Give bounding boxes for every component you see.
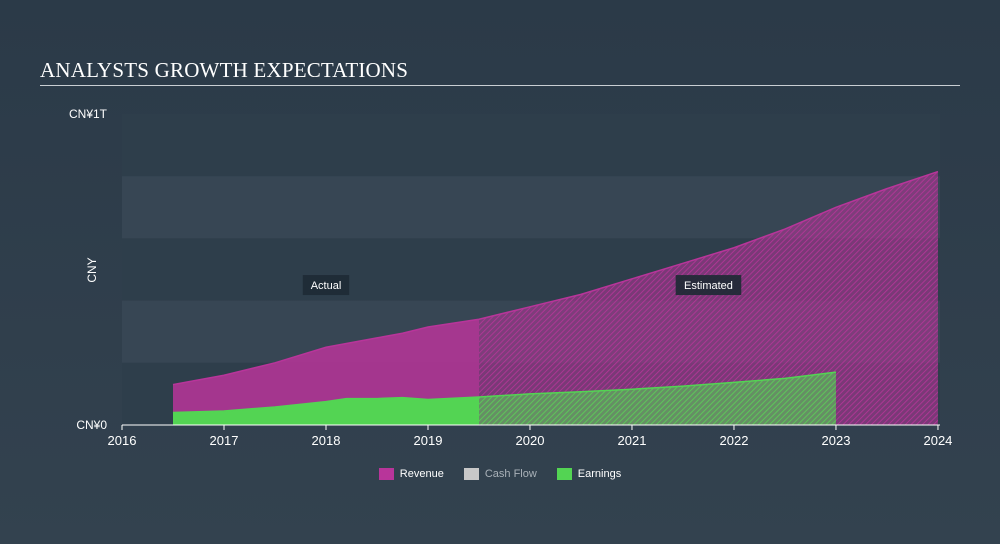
x-tick-label: 2021 — [618, 433, 647, 448]
legend-label-earnings: Earnings — [577, 468, 622, 480]
x-tick-label: 2019 — [414, 433, 443, 448]
x-tick-label: 2016 — [108, 433, 137, 448]
x-tick-label: 2022 — [720, 433, 749, 448]
legend-item-earnings[interactable]: Earnings — [556, 468, 622, 480]
legend-swatch-earnings — [556, 468, 572, 480]
annotation-label: Estimated — [684, 280, 733, 292]
legend-swatch-cash-flow — [463, 468, 479, 480]
annotation-box — [302, 275, 350, 296]
earnings-area-actual — [172, 397, 479, 425]
chart-title: ANALYSTS GROWTH EXPECTATIONS — [40, 58, 409, 82]
y-tick-label: CN¥0 — [76, 418, 107, 432]
revenue-line — [172, 170, 939, 386]
earnings-area-estimated — [478, 372, 836, 425]
chart-legend: Revenue Cash Flow Earnings — [0, 468, 1000, 480]
x-tick-label: 2020 — [516, 433, 545, 448]
earnings-line — [172, 371, 837, 414]
legend-label-revenue: Revenue — [399, 468, 444, 480]
grid-band — [122, 114, 940, 177]
x-tick-label: 2023 — [822, 433, 851, 448]
legend-swatch-revenue — [378, 468, 394, 480]
annotation-label: Actual — [311, 280, 342, 292]
title-divider — [40, 85, 960, 86]
y-tick-label: CN¥1T — [69, 107, 108, 121]
annotation-box — [675, 275, 742, 296]
legend-label-cash-flow: Cash Flow — [484, 468, 537, 480]
x-tick-label: 2024 — [923, 433, 952, 448]
x-tick-label: 2018 — [312, 433, 341, 448]
legend-item-cash-flow[interactable]: Cash Flow — [463, 468, 537, 480]
legend-item-revenue[interactable]: Revenue — [378, 468, 444, 480]
revenue-area-estimated — [478, 171, 938, 425]
x-tick-label: 2017 — [210, 433, 239, 448]
y-axis-label: CNY — [85, 257, 99, 282]
